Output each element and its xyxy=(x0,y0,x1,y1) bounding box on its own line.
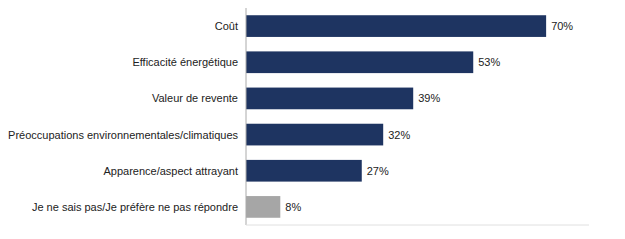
bars xyxy=(246,15,546,218)
bar xyxy=(246,196,280,218)
data-label: 32% xyxy=(388,129,410,141)
x-axis-line xyxy=(246,225,589,226)
data-label: 27% xyxy=(367,165,389,177)
bar xyxy=(246,160,362,182)
bar xyxy=(246,88,413,110)
y-tick-labels: Je ne sais pas/Je préfère ne pas répondr… xyxy=(8,20,238,213)
bar xyxy=(246,15,546,37)
data-label: 8% xyxy=(285,201,301,213)
data-label: 53% xyxy=(478,56,500,68)
chart-container: Je ne sais pas/Je préfère ne pas répondr… xyxy=(0,0,625,239)
data-labels: 8% 27% 32% 39% 53% 70% xyxy=(285,20,573,213)
data-label: 39% xyxy=(418,92,440,104)
y-tick-label: Préoccupations environnementales/climati… xyxy=(8,129,238,141)
bar xyxy=(246,51,473,73)
data-label: 70% xyxy=(551,20,573,32)
y-tick-label: Valeur de revente xyxy=(152,92,238,104)
y-tick-label: Je ne sais pas/Je préfère ne pas répondr… xyxy=(32,201,238,213)
y-tick-label: Coût xyxy=(215,20,238,32)
y-tick-label: Apparence/aspect attrayant xyxy=(103,165,238,177)
chart: Je ne sais pas/Je préfère ne pas répondr… xyxy=(0,0,625,239)
y-axis-line xyxy=(246,8,247,225)
y-tick-label: Efficacité énergétique xyxy=(132,56,238,68)
bar xyxy=(246,124,383,146)
